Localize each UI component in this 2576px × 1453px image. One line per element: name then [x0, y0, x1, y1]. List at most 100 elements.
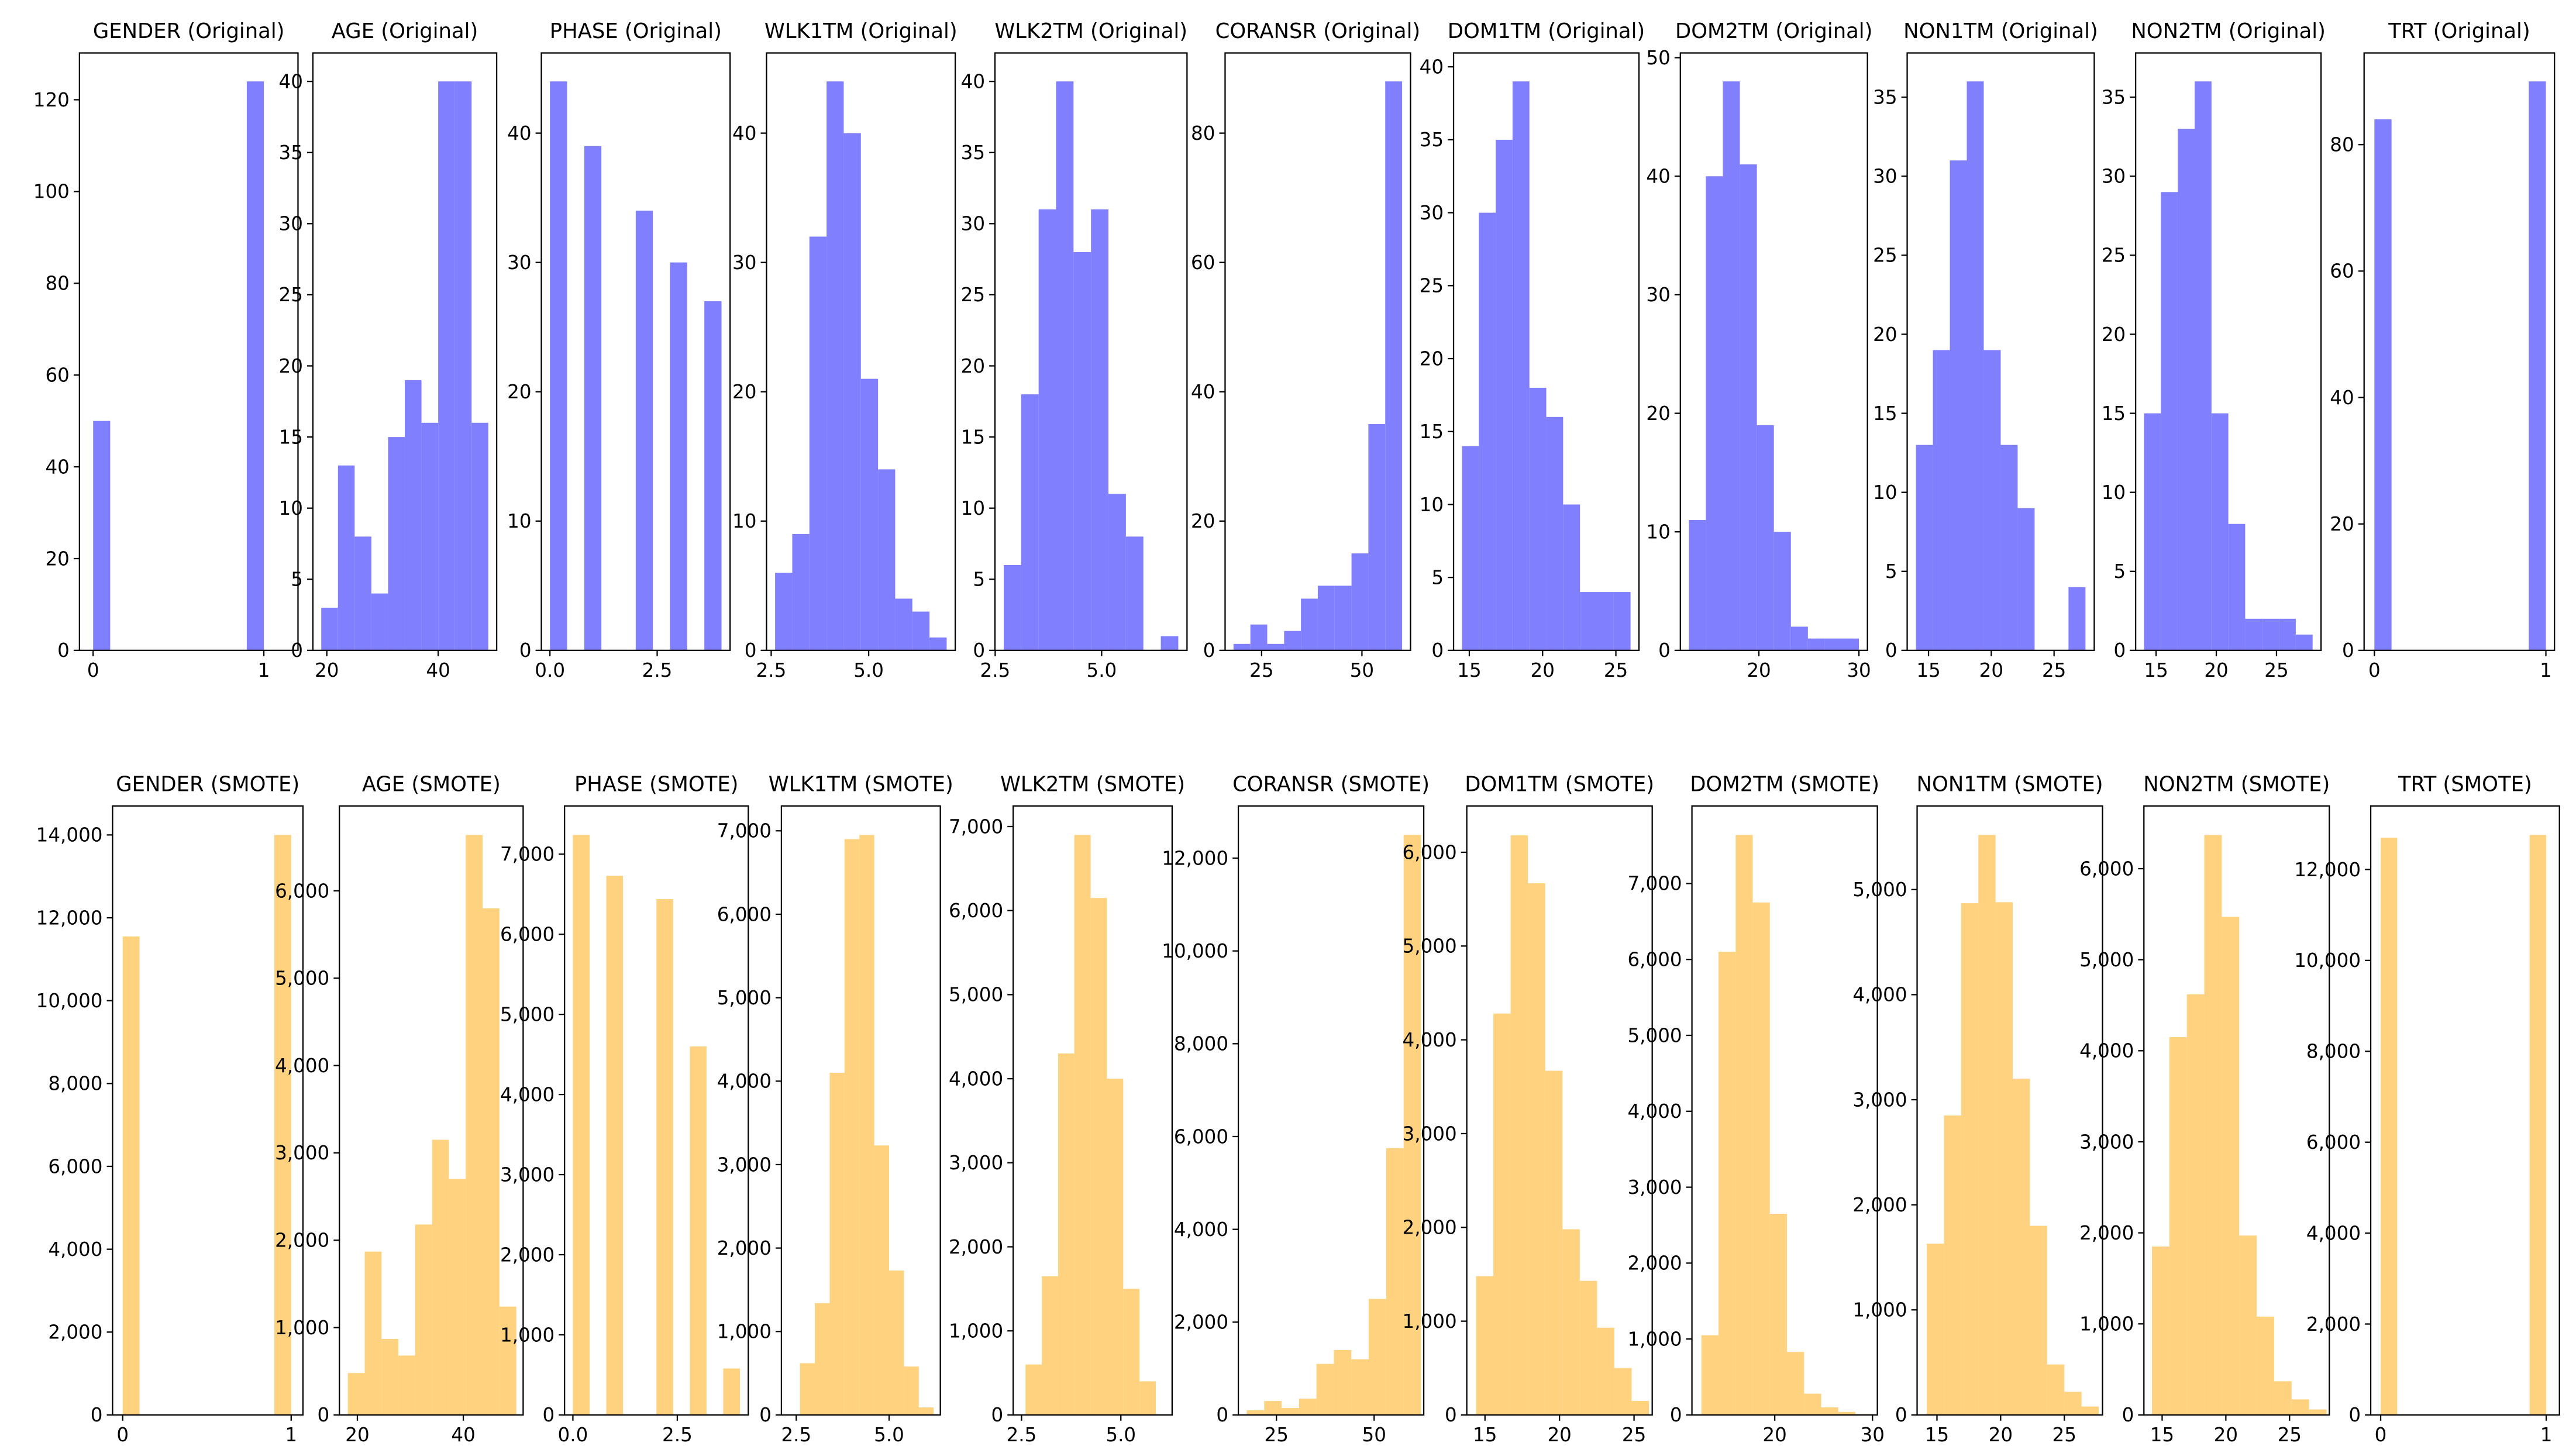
- subplot: TRT (SMOTE) 0 1 0 2,000 4,000 6,000 8,000 10,000…: [2294, 772, 2560, 1446]
- x-tick-label: 20: [2214, 1424, 2238, 1446]
- bar: [1334, 1349, 1352, 1415]
- y-tick-label: 1,000: [717, 1321, 772, 1343]
- y-tick-label: 7,000: [1627, 873, 1682, 895]
- bar: [274, 835, 291, 1415]
- y-tick-label: 0: [519, 639, 532, 662]
- subplot-title: TRT (Original): [2388, 19, 2530, 43]
- bar: [1562, 1229, 1580, 1415]
- bar: [1824, 638, 1843, 650]
- x-tick-label: 20: [1762, 1424, 1786, 1446]
- bar: [844, 839, 860, 1415]
- bar: [2013, 1079, 2030, 1415]
- y-tick-label: 3,000: [1852, 1089, 1907, 1111]
- bar: [2291, 1399, 2309, 1415]
- bar: [2279, 618, 2296, 650]
- x-tick-label: 40: [451, 1424, 475, 1446]
- y-tick-label: 1,000: [500, 1324, 555, 1346]
- bar: [904, 1366, 919, 1415]
- bar: [1264, 1401, 1282, 1415]
- bar: [1125, 536, 1144, 650]
- subplot: AGE (Original) 20 40 0 5 10 15 20 25 30 35 40: [279, 19, 498, 681]
- y-tick-label: 20: [1191, 510, 1215, 532]
- y-tick-label: 0: [1885, 639, 1897, 662]
- bar: [2245, 618, 2262, 650]
- subplot: NON2TM (Original) 15 20 25 0 5 10 15 20 25 30 35: [2102, 19, 2326, 681]
- bar: [1546, 416, 1563, 650]
- bar: [929, 637, 947, 650]
- x-tick-label: 20: [1547, 1424, 1571, 1446]
- bar: [1597, 1327, 1614, 1415]
- bar: [874, 1145, 890, 1415]
- y-tick-label: 35: [961, 142, 985, 164]
- bar: [1107, 1079, 1124, 1415]
- y-tick-label: 3,000: [1627, 1176, 1682, 1199]
- y-tick-label: 40: [1646, 166, 1670, 188]
- subplot: DOM2TM (Original) 20 30 0 10 20 30 40 50: [1646, 19, 1872, 681]
- bar: [573, 835, 590, 1415]
- bar: [93, 421, 111, 650]
- bar: [1757, 425, 1774, 650]
- x-tick-label: 2.5: [1007, 1424, 1037, 1446]
- bar: [800, 1363, 815, 1415]
- y-tick-label: 4,000: [275, 1055, 329, 1077]
- bar: [1752, 902, 1770, 1415]
- bar: [2030, 1225, 2047, 1415]
- y-tick-label: 15: [2102, 402, 2126, 425]
- y-tick-label: 6,000: [500, 924, 555, 946]
- y-tick-label: 0: [973, 639, 985, 662]
- bar: [1933, 350, 1950, 650]
- y-tick-label: 15: [961, 426, 985, 448]
- bar: [895, 598, 912, 650]
- axes-frame: [1013, 805, 1173, 1416]
- y-tick-label: 5,000: [949, 984, 1003, 1006]
- x-tick-label: 0: [116, 1424, 129, 1446]
- y-tick-label: 0: [1216, 1404, 1228, 1426]
- y-tick-label: 1,000: [949, 1320, 1003, 1342]
- y-tick-label: 0: [291, 639, 303, 662]
- bar: [889, 1270, 904, 1415]
- y-tick-label: 6,000: [949, 900, 1003, 922]
- y-tick-label: 10: [279, 497, 303, 519]
- y-tick-label: 7,000: [949, 815, 1003, 838]
- bar: [2204, 835, 2222, 1415]
- x-tick-label: 15: [2150, 1424, 2174, 1446]
- bar: [1476, 1276, 1494, 1415]
- bar: [2144, 413, 2161, 650]
- axes-frame: [1452, 52, 1640, 651]
- x-tick-label: 25: [2264, 659, 2288, 681]
- subplot: WLK1TM (SMOTE) 2.5 5.0 0 1,000 2,000 3,000 4,00…: [717, 772, 953, 1446]
- bar: [2194, 81, 2212, 650]
- y-tick-label: 5: [1885, 560, 1897, 583]
- y-tick-label: 6,000: [48, 1155, 102, 1177]
- y-tick-label: 0: [1670, 1404, 1682, 1426]
- bar: [1529, 387, 1547, 650]
- y-tick-label: 30: [961, 213, 985, 235]
- x-tick-label: 1: [2540, 659, 2552, 681]
- bar: [1250, 624, 1268, 650]
- axes-frame: [78, 52, 299, 651]
- y-tick-label: 25: [961, 284, 985, 306]
- bar: [338, 465, 355, 650]
- bar: [775, 573, 793, 650]
- y-tick-label: 0: [1658, 639, 1671, 662]
- axes-frame: [2134, 52, 2322, 651]
- y-tick-label: 5,000: [1403, 935, 1457, 958]
- x-tick-label: 2.5: [756, 659, 787, 681]
- bar: [1025, 1364, 1042, 1415]
- bar: [2047, 1364, 2065, 1415]
- y-tick-label: 4,000: [949, 1068, 1003, 1090]
- bar: [1351, 1359, 1369, 1415]
- bar: [432, 1139, 449, 1415]
- bar: [2529, 835, 2547, 1415]
- y-tick-label: 2,000: [1627, 1252, 1682, 1275]
- subplot: CORANSR (SMOTE) 25 50 0 2,000 4,000 6,000 8,000…: [1162, 772, 1430, 1446]
- y-tick-label: 5: [1431, 566, 1444, 588]
- y-tick-label: 10,000: [36, 990, 103, 1012]
- subplot: AGE (SMOTE) 20 40 0 1,000 2,000 3,000 4,000 5,00…: [275, 772, 524, 1446]
- bar: [2081, 1406, 2099, 1415]
- bar: [381, 1339, 399, 1415]
- bar: [1282, 1408, 1299, 1415]
- y-tick-label: 2,000: [1852, 1194, 1907, 1216]
- bar: [2228, 524, 2246, 650]
- y-tick-label: 50: [1646, 47, 1670, 69]
